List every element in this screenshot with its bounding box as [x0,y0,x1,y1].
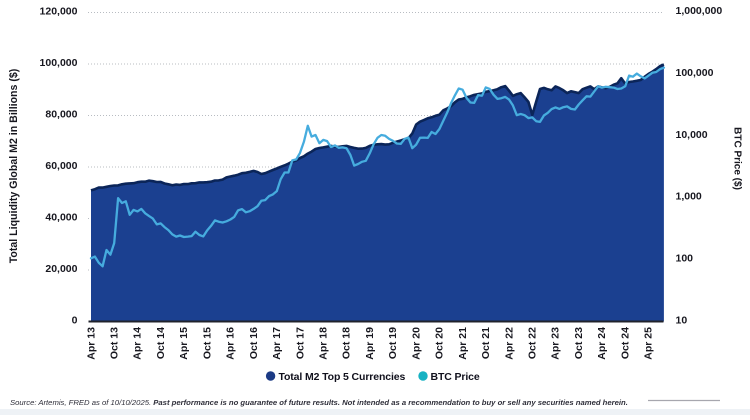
svg-text:Oct 13: Oct 13 [109,327,121,359]
svg-text:Apr 14: Apr 14 [132,327,144,360]
svg-text:100: 100 [676,253,694,265]
svg-text:BTC Price: BTC Price [431,371,480,383]
svg-text:10: 10 [676,315,688,327]
svg-text:Oct 19: Oct 19 [387,327,399,359]
svg-text:1,000: 1,000 [676,191,702,203]
svg-text:Oct 23: Oct 23 [573,327,585,359]
svg-text:Apr 21: Apr 21 [457,327,469,360]
svg-text:Oct 21: Oct 21 [480,327,492,359]
svg-text:100,000: 100,000 [40,57,78,69]
svg-text:Apr 18: Apr 18 [318,327,330,360]
svg-text:20,000: 20,000 [45,263,77,275]
svg-text:Oct 15: Oct 15 [201,327,213,359]
svg-text:40,000: 40,000 [45,212,77,224]
svg-text:60,000: 60,000 [45,160,77,172]
svg-text:Apr 22: Apr 22 [503,327,515,360]
svg-text:1,000,000: 1,000,000 [676,5,723,17]
svg-text:100,000: 100,000 [676,67,714,79]
svg-text:Source: Artemis, FRED as of 10: Source: Artemis, FRED as of 10/10/2025. … [10,398,628,407]
svg-text:120,000: 120,000 [40,6,78,18]
svg-text:Apr 16: Apr 16 [225,327,237,360]
svg-text:Apr 19: Apr 19 [364,327,376,360]
svg-text:Oct 14: Oct 14 [155,327,167,359]
svg-text:BTC Price ($): BTC Price ($) [732,127,743,190]
svg-text:80,000: 80,000 [45,109,77,121]
svg-text:Oct 16: Oct 16 [248,327,260,359]
svg-text:Apr 15: Apr 15 [178,327,190,360]
svg-text:Total M2 Top 5 Currencies: Total M2 Top 5 Currencies [279,371,406,383]
svg-text:Oct 18: Oct 18 [341,327,353,359]
svg-text:Apr 13: Apr 13 [85,327,97,360]
svg-text:Total Liquidity Global M2 in B: Total Liquidity Global M2 in Billions ($… [8,69,20,264]
svg-text:Apr 23: Apr 23 [550,327,562,360]
svg-text:Oct 22: Oct 22 [527,327,539,359]
svg-text:10,000: 10,000 [676,129,708,141]
svg-text:Oct 17: Oct 17 [294,327,306,359]
svg-text:Apr 25: Apr 25 [643,327,655,360]
svg-text:Apr 24: Apr 24 [596,327,608,360]
svg-text:0: 0 [72,315,78,327]
svg-text:Oct 20: Oct 20 [434,327,446,359]
svg-text:Apr 20: Apr 20 [410,327,422,360]
svg-text:Apr 17: Apr 17 [271,327,283,360]
svg-text:Oct 24: Oct 24 [619,327,631,359]
